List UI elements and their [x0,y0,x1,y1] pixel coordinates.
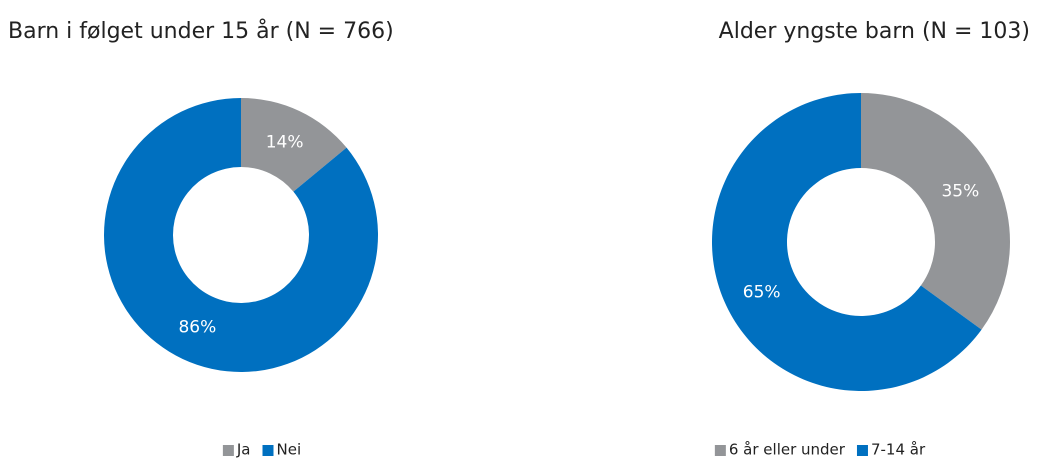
legend-swatch [714,445,726,456]
value-label: 86% [178,318,216,338]
legend-label: 7-14 år [871,441,926,459]
legend-label: Ja [236,441,251,459]
value-label: 35% [941,181,979,201]
legend-swatch [262,445,274,456]
legend-swatch [856,445,868,456]
legend-label: Nei [277,441,302,459]
value-label: 65% [743,283,781,303]
chart-title: Alder yngste barn (N = 103) [719,19,1030,44]
chart-title: Barn i følget under 15 år (N = 766) [8,18,394,44]
donut-slice [241,98,347,192]
value-label: 14% [266,132,304,152]
donut-slice [861,92,1011,330]
legend-label: 6 år eller under [729,441,846,459]
donut-slice [103,98,378,372]
legend-swatch [222,445,234,456]
donut-slice [712,93,982,391]
